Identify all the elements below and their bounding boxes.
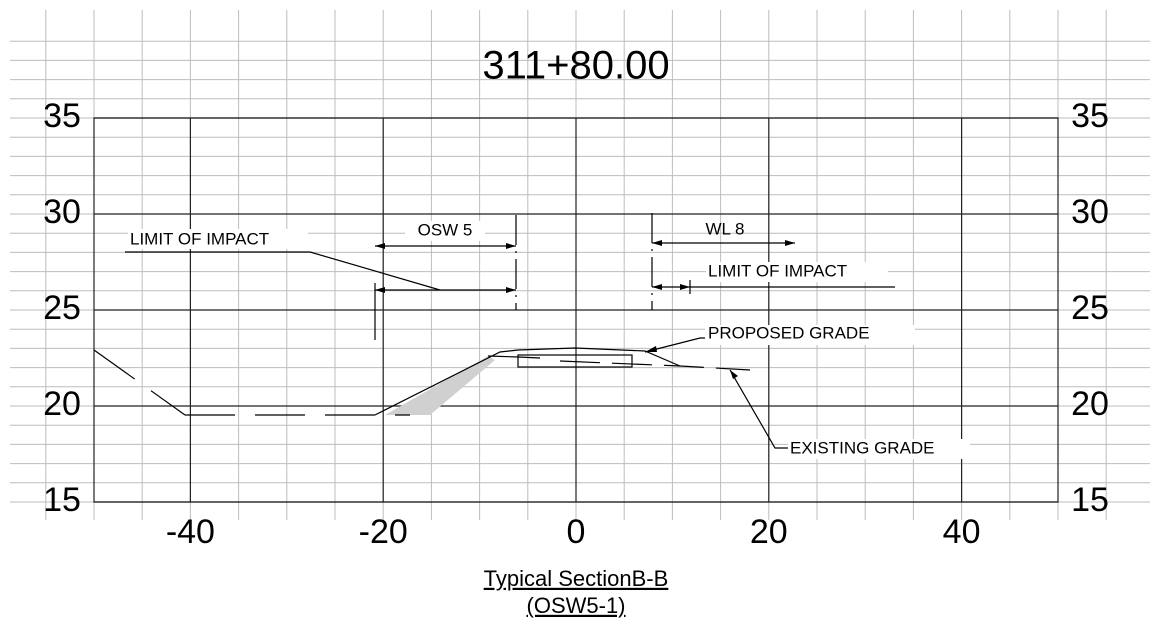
y-tick-label: 15 bbox=[1071, 481, 1109, 519]
profile bbox=[93, 347, 751, 416]
x-tick-label: -40 bbox=[166, 513, 215, 551]
leader bbox=[309, 251, 441, 291]
y-tick-label: 35 bbox=[1071, 97, 1109, 135]
y-tick-label: 30 bbox=[43, 193, 81, 231]
y-tick-label: 30 bbox=[1071, 193, 1109, 231]
proposed-grade bbox=[487, 355, 541, 359]
proposed-grade bbox=[374, 347, 681, 416]
y-tick-label: 25 bbox=[43, 289, 81, 327]
annotation: LIMIT OF IMPACT bbox=[130, 229, 269, 248]
arrow bbox=[645, 346, 657, 352]
annotation: WL 8 bbox=[705, 219, 744, 238]
label-bg bbox=[705, 325, 915, 345]
cut-area bbox=[385, 356, 495, 415]
y-tick-label: 25 bbox=[1071, 289, 1109, 327]
label-bg bbox=[788, 439, 970, 459]
annotation: PROPOSED GRADE bbox=[708, 323, 870, 342]
x-tick-label: 0 bbox=[567, 513, 586, 551]
y-tick-label: 35 bbox=[43, 97, 81, 135]
arrow bbox=[730, 370, 738, 379]
plot-frame bbox=[93, 117, 1059, 503]
arrow bbox=[375, 243, 385, 249]
existing-grade bbox=[93, 349, 186, 416]
y-tick-label: 15 bbox=[43, 481, 81, 519]
arrow bbox=[680, 284, 690, 290]
arrow bbox=[375, 287, 385, 293]
x-tick-label: 20 bbox=[750, 513, 788, 551]
y-tick-label: 20 bbox=[43, 385, 81, 423]
caption: (OSW5-1) bbox=[527, 593, 626, 618]
arrow bbox=[652, 284, 662, 290]
arrow bbox=[506, 243, 516, 249]
arrow bbox=[506, 287, 516, 293]
annotation: LIMIT OF IMPACT bbox=[708, 261, 847, 280]
x-tick-label: 40 bbox=[943, 513, 981, 551]
arrow bbox=[652, 240, 662, 246]
dimensions bbox=[125, 213, 915, 449]
caption: Typical SectionB-B bbox=[484, 566, 669, 591]
leader bbox=[729, 369, 790, 449]
annotation: OSW 5 bbox=[418, 220, 473, 239]
path-box bbox=[517, 354, 633, 368]
title: 311+80.00 bbox=[482, 44, 669, 88]
annotation: EXISTING GRADE bbox=[790, 438, 935, 457]
arrow bbox=[785, 240, 795, 246]
label-bg bbox=[706, 262, 888, 282]
label-bg bbox=[128, 229, 308, 249]
existing-grade bbox=[559, 360, 751, 371]
x-tick-label: -20 bbox=[359, 513, 408, 551]
label-bg bbox=[405, 221, 485, 241]
y-tick-label: 20 bbox=[1071, 385, 1109, 423]
